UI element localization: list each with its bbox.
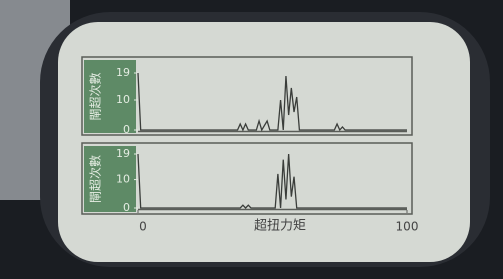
- x-tick-label: 0: [139, 220, 147, 234]
- y-axis-label: 閘超次數: [88, 72, 103, 120]
- y-tick-label: 19: [116, 66, 130, 79]
- x-axis-label: 超扭力矩: [254, 219, 306, 234]
- x-tick-label: 100: [396, 220, 419, 234]
- y-axis-label: 閘超次數: [88, 155, 103, 203]
- y-tick-label: 19: [116, 147, 130, 160]
- y-tick-label: 10: [116, 93, 130, 106]
- y-tick-label: 10: [116, 173, 130, 186]
- y-tick-label: 0: [123, 201, 130, 214]
- screen-photo: 閘超次數 0 10 19 閘超次數 0 10 19 0 100 超扭力矩: [0, 0, 503, 279]
- y-tick-label: 0: [123, 123, 130, 136]
